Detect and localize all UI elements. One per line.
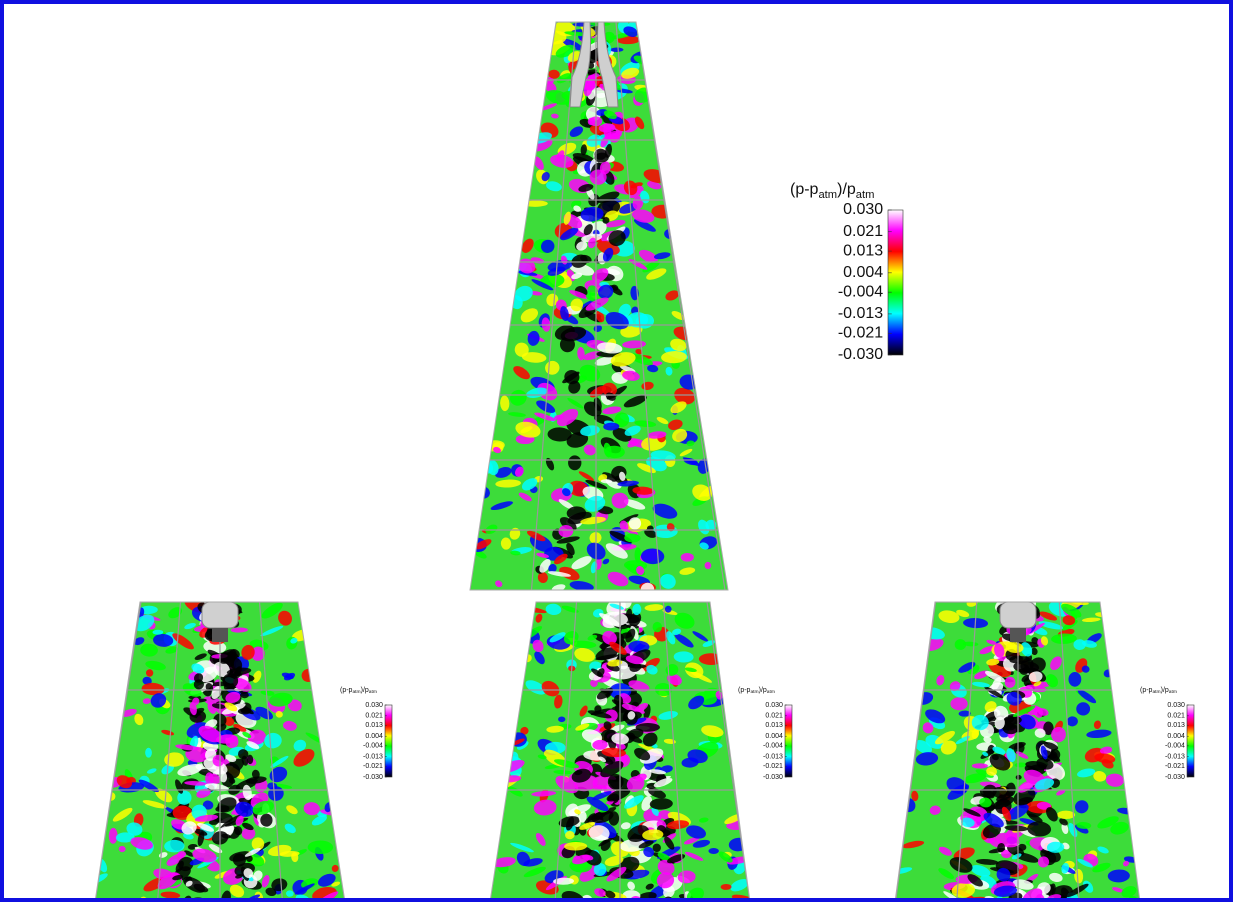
- colorbar-tick-label: -0.021: [1165, 763, 1185, 770]
- colorbar-tick-label: -0.013: [1165, 753, 1185, 760]
- title-text: (p-p: [1140, 687, 1153, 694]
- colorbar-tick-label: 0.021: [1167, 713, 1185, 720]
- colorbar-tick-label: 0.021: [365, 713, 383, 720]
- colorbar-tick-label: 0.030: [765, 702, 783, 709]
- pressure-blob: [558, 716, 565, 722]
- title-text: )/p: [361, 687, 369, 694]
- colorbar-tick-label: -0.030: [838, 346, 883, 363]
- subscript: atm: [818, 189, 837, 201]
- colorbar-tick-label: -0.013: [838, 305, 883, 322]
- colorbar-tick-label: 0.004: [843, 264, 883, 281]
- colorbar-tick-label: -0.004: [763, 743, 783, 750]
- pressure-blob: [145, 748, 152, 758]
- pressure-blob: [152, 630, 163, 635]
- colorbar-tick-label: -0.021: [838, 324, 883, 341]
- subscript: atm: [856, 189, 875, 201]
- colorbar-tick-label: 0.030: [365, 702, 383, 709]
- nozzle-exit: [212, 628, 228, 642]
- nozzle-exit: [1010, 628, 1026, 642]
- subscript: atm: [767, 689, 775, 695]
- colorbar-tick-label: -0.030: [1165, 774, 1185, 781]
- colorbar-tick-label: -0.013: [363, 753, 383, 760]
- pressure-blob: [1057, 811, 1075, 820]
- colorbar-tick-label: 0.013: [843, 242, 883, 259]
- colorbar-tick-label: 0.013: [1167, 722, 1185, 729]
- title-text: )/p: [837, 181, 856, 198]
- colorbar-tick-label: -0.030: [763, 774, 783, 781]
- colorbar-tick-label: -0.013: [763, 753, 783, 760]
- colorbar-tick-label: 0.013: [765, 722, 783, 729]
- colorbar-tick-label: -0.021: [363, 763, 383, 770]
- title-text: )/p: [1161, 687, 1169, 694]
- colorbar-tick-label: 0.030: [843, 201, 883, 218]
- pressure-blob: [1005, 677, 1016, 688]
- title-text: (p-p: [340, 687, 353, 694]
- pressure-blob: [708, 848, 719, 854]
- figure: (p-patm)/patm0.0300.0210.0130.004-0.004-…: [0, 0, 1233, 902]
- colorbar-tick-label: 0.030: [1167, 702, 1185, 709]
- nozzle: [202, 602, 238, 628]
- pressure-blob: [681, 553, 694, 562]
- colorbar-tick-label: 0.021: [765, 713, 783, 720]
- subscript: atm: [1152, 689, 1160, 695]
- colorbar-tick-label: 0.004: [365, 733, 383, 740]
- title-text: (p-p: [738, 687, 751, 694]
- nozzle: [1000, 602, 1036, 628]
- title-text: (p-p: [790, 181, 819, 198]
- colorbar-tick-label: -0.030: [363, 774, 383, 781]
- pressure-blob: [972, 763, 988, 768]
- pressure-blob: [950, 697, 967, 710]
- colorbar-tick-label: 0.004: [1167, 733, 1185, 740]
- colorbar-tick-label: 0.021: [843, 223, 883, 240]
- colorbar-tick-label: -0.004: [363, 743, 383, 750]
- colorbar-tick-label: -0.021: [763, 763, 783, 770]
- colorbar-tick-label: -0.004: [1165, 743, 1185, 750]
- title-text: )/p: [759, 687, 767, 694]
- subscript: atm: [369, 689, 377, 695]
- subscript: atm: [352, 689, 360, 695]
- subscript: atm: [750, 689, 758, 695]
- colorbar-tick-label: -0.004: [838, 283, 883, 300]
- pressure-blob: [1068, 672, 1081, 687]
- colorbar-tick-label: 0.013: [365, 722, 383, 729]
- colorbar-tick-label: 0.004: [765, 733, 783, 740]
- subscript: atm: [1169, 689, 1177, 695]
